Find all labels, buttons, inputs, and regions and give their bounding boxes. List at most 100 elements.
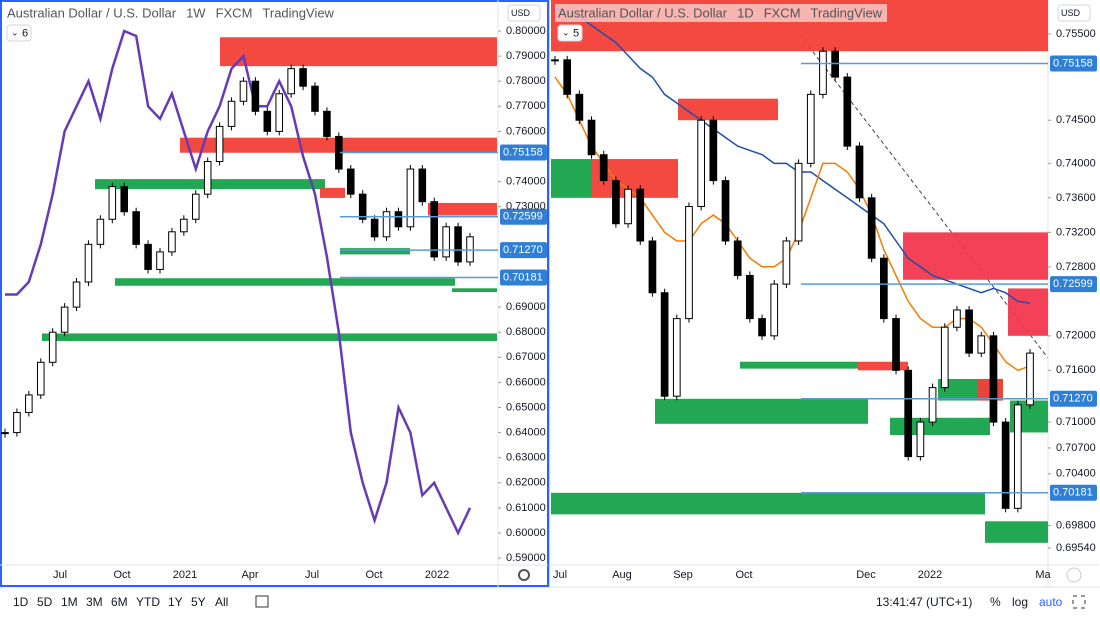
candle bbox=[733, 240, 742, 276]
x-tick-label: Oct bbox=[365, 569, 382, 581]
candle bbox=[323, 110, 331, 137]
y-tick-label: 0.61000 bbox=[506, 502, 546, 514]
candle bbox=[358, 193, 367, 220]
currency-button[interactable] bbox=[1057, 4, 1091, 22]
y-tick-label: 0.62000 bbox=[506, 477, 546, 489]
x-tick-label: Dec bbox=[856, 569, 876, 581]
y-tick-label: 0.75500 bbox=[1056, 28, 1096, 40]
y-tick-label: 0.69800 bbox=[1056, 519, 1096, 531]
price-label: 0.70181 bbox=[503, 271, 543, 283]
price-label-box bbox=[500, 269, 547, 286]
y-tick-label: 0.64000 bbox=[506, 427, 546, 439]
zone bbox=[903, 232, 1048, 280]
y-tick-label: 0.71000 bbox=[1056, 416, 1096, 428]
y-tick-label: 0.76000 bbox=[506, 125, 546, 137]
y-tick-label: 0.59000 bbox=[506, 552, 546, 564]
study-toggle[interactable] bbox=[557, 24, 583, 42]
candle bbox=[60, 306, 69, 333]
candle bbox=[843, 76, 852, 147]
title-bg bbox=[4, 4, 336, 22]
candle bbox=[636, 188, 645, 242]
candle bbox=[794, 162, 803, 242]
chart-brand: TradingView bbox=[811, 5, 883, 20]
candle bbox=[758, 318, 766, 337]
candle bbox=[120, 186, 129, 213]
candle bbox=[709, 119, 718, 182]
candle bbox=[685, 205, 693, 320]
candle bbox=[953, 309, 961, 328]
zone bbox=[220, 37, 497, 67]
range-button[interactable]: 5D bbox=[37, 595, 53, 609]
candle bbox=[904, 369, 913, 458]
auto-scale-icon[interactable] bbox=[1066, 567, 1082, 583]
candle bbox=[13, 412, 21, 434]
y-tick-label: 0.69540 bbox=[1056, 542, 1096, 554]
candle bbox=[346, 168, 355, 195]
range-button[interactable]: 1D bbox=[13, 595, 29, 609]
fullscreen-icon[interactable] bbox=[1072, 595, 1086, 609]
candle bbox=[227, 100, 236, 127]
range-button[interactable]: YTD bbox=[136, 595, 160, 609]
price-label-box bbox=[500, 144, 547, 161]
study-chevron: ⌄ bbox=[562, 27, 570, 37]
study-toggle[interactable] bbox=[6, 24, 32, 42]
candle bbox=[299, 68, 307, 87]
x-tick-label: 2021 bbox=[173, 569, 197, 581]
clock: 13:41:47 (UTC+1) bbox=[876, 595, 972, 609]
price-label-box bbox=[1050, 390, 1097, 407]
zone bbox=[115, 278, 455, 286]
x-tick-label: Oct bbox=[113, 569, 130, 581]
zone bbox=[320, 187, 345, 198]
x-tick-label: 2022 bbox=[918, 569, 942, 581]
settings-icon[interactable] bbox=[518, 569, 530, 581]
candle bbox=[418, 168, 427, 203]
range-button[interactable]: 6M bbox=[111, 595, 128, 609]
candle bbox=[721, 180, 730, 242]
price-label: 0.71270 bbox=[503, 244, 543, 256]
price-label: 0.75158 bbox=[1053, 57, 1093, 69]
candle bbox=[806, 93, 815, 164]
candle bbox=[563, 59, 572, 95]
candle bbox=[287, 68, 295, 95]
zone bbox=[678, 98, 778, 121]
y-tick-label: 0.70700 bbox=[1056, 442, 1096, 454]
candle bbox=[989, 335, 998, 423]
candle bbox=[1013, 404, 1022, 509]
x-tick-label: Aug bbox=[612, 569, 632, 581]
currency-button[interactable] bbox=[507, 4, 541, 22]
range-button[interactable]: 3M bbox=[86, 595, 103, 609]
price-label: 0.72599 bbox=[1053, 278, 1093, 290]
zone bbox=[890, 417, 990, 436]
candle bbox=[191, 193, 200, 220]
y-tick-label: 0.70400 bbox=[1056, 468, 1096, 480]
scale-button[interactable]: auto bbox=[1039, 595, 1063, 609]
candle bbox=[132, 211, 140, 245]
candle bbox=[168, 231, 176, 253]
x-tick-label: Ma bbox=[1035, 569, 1051, 581]
y-tick-label: 0.72800 bbox=[1056, 261, 1096, 273]
price-label: 0.72599 bbox=[503, 211, 543, 223]
x-tick-label: Apr bbox=[241, 569, 258, 581]
y-tick-label: 0.68000 bbox=[506, 326, 546, 338]
candle bbox=[940, 326, 949, 389]
x-tick-label: Jul bbox=[553, 569, 567, 581]
candle bbox=[466, 236, 474, 263]
range-button[interactable]: 1Y bbox=[168, 595, 183, 609]
chart-brand: TradingView bbox=[262, 5, 334, 20]
range-button[interactable]: 5Y bbox=[191, 595, 206, 609]
zone bbox=[340, 248, 410, 255]
candle bbox=[215, 125, 224, 163]
range-button[interactable]: 1M bbox=[61, 595, 78, 609]
candle bbox=[648, 240, 657, 294]
y-tick-label: 0.69000 bbox=[506, 301, 546, 313]
compare-icon[interactable] bbox=[255, 595, 269, 608]
scale-button[interactable]: % bbox=[990, 595, 1001, 609]
y-tick-label: 0.74000 bbox=[506, 176, 546, 188]
scale-button[interactable]: log bbox=[1012, 595, 1028, 609]
range-button[interactable]: All bbox=[215, 595, 228, 609]
y-tick-label: 0.63000 bbox=[506, 452, 546, 464]
candle bbox=[156, 251, 164, 270]
candle bbox=[928, 387, 937, 423]
currency: USD bbox=[511, 8, 531, 18]
candle bbox=[1001, 421, 1010, 509]
